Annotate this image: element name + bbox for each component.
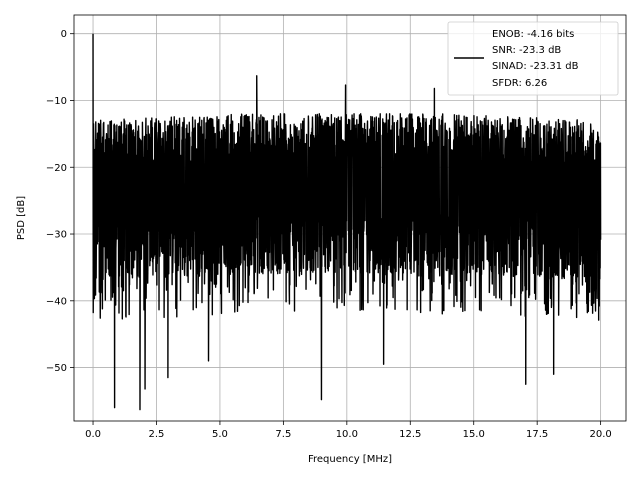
y-tick-label: −50	[46, 363, 67, 374]
x-tick-label: 0.0	[85, 429, 101, 440]
y-tick-label: −20	[46, 163, 67, 174]
legend: ENOB: -4.16 bits SNR: -23.3 dB SINAD: -2…	[447, 21, 619, 96]
y-axis-label: PSD [dB]	[16, 196, 27, 240]
y-axis-ticks: 0 −10 −20 −30 −40 −50	[46, 29, 74, 374]
y-tick-label: 0	[61, 29, 67, 40]
x-axis-label: Frequency [MHz]	[308, 454, 392, 465]
legend-entry-snr: SNR: -23.3 dB	[492, 45, 561, 56]
y-tick-label: −30	[46, 230, 67, 241]
plot-frame	[73, 14, 627, 422]
psd-series	[92, 33, 602, 411]
x-tick-label: 2.5	[149, 429, 165, 440]
legend-entry-sinad: SINAD: -23.31 dB	[492, 61, 579, 72]
legend-entry-enob: ENOB: -4.16 bits	[492, 29, 574, 40]
x-tick-label: 10.0	[336, 429, 358, 440]
x-tick-label: 12.5	[399, 429, 421, 440]
psd-line	[92, 33, 602, 411]
legend-entry-sfdr: SFDR: 6.26	[492, 78, 547, 89]
y-tick-label: −40	[46, 296, 67, 307]
legend-box	[447, 21, 619, 96]
x-tick-label: 17.5	[526, 429, 548, 440]
x-tick-label: 7.5	[275, 429, 291, 440]
y-tick-label: −10	[46, 96, 67, 107]
x-tick-label: 20.0	[589, 429, 611, 440]
x-tick-label: 15.0	[463, 429, 485, 440]
x-axis-ticks: 0.0 2.5 5.0 7.5 10.0 12.5 15.0 17.5 20.0	[85, 421, 612, 440]
x-tick-label: 5.0	[212, 429, 228, 440]
